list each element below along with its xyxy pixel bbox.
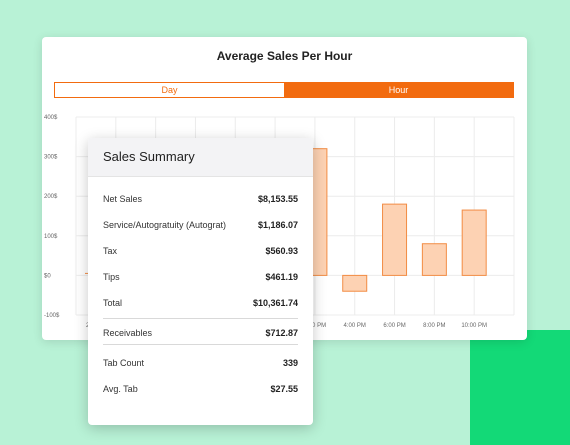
day-hour-toggle: Day Hour <box>54 82 514 98</box>
x-tick-label: 6:00 PM <box>383 323 405 329</box>
x-tick-label: 10:00 PM <box>461 323 487 329</box>
summary-row-value: $461.19 <box>265 272 298 282</box>
decorative-green-block <box>470 330 570 445</box>
summary-row-label: Tab Count <box>103 358 145 368</box>
bar <box>461 209 487 276</box>
summary-row-label: Avg. Tab <box>103 384 138 394</box>
bar <box>382 203 408 276</box>
summary-row-label: Tips <box>103 272 120 282</box>
summary-row: Total $10,361.74 <box>103 298 298 308</box>
summary-divider <box>103 318 298 319</box>
summary-row-label: Net Sales <box>103 194 143 204</box>
toggle-hour-button[interactable]: Hour <box>284 83 513 97</box>
summary-row: Tab Count 339 <box>103 358 298 368</box>
summary-row-label: Receivables <box>103 328 153 338</box>
summary-row: Avg. Tab $27.55 <box>103 384 298 394</box>
summary-row-value: $8,153.55 <box>257 194 298 204</box>
summary-row-label: Tax <box>103 246 118 256</box>
bar <box>342 274 368 292</box>
summary-row-value: $712.87 <box>265 328 298 338</box>
y-tick-label: 400$ <box>44 115 58 121</box>
summary-row-value: 339 <box>282 358 298 368</box>
summary-title: Sales Summary <box>88 138 313 177</box>
y-tick-label: -100$ <box>44 313 60 319</box>
summary-row-value: $10,361.74 <box>252 298 298 308</box>
bar <box>421 243 447 276</box>
summary-row-value: $560.93 <box>265 246 298 256</box>
summary-row-value: $1,186.07 <box>257 220 298 230</box>
summary-divider <box>103 344 298 345</box>
summary-row-value: $27.55 <box>270 384 298 394</box>
x-tick-label: 4:00 PM <box>344 323 366 329</box>
summary-row: Tips $461.19 <box>103 272 298 282</box>
toggle-day-button[interactable]: Day <box>55 83 284 97</box>
y-tick-label: $0 <box>44 273 51 279</box>
summary-row-label: Service/Autogratuity (Autograt) <box>103 220 227 230</box>
summary-row: Tax $560.93 <box>103 246 298 256</box>
y-tick-label: 300$ <box>44 155 58 161</box>
sales-summary-panel: Sales Summary Net Sales $8,153.55 Service/… <box>88 138 313 425</box>
y-tick-label: 100$ <box>44 234 58 240</box>
summary-row: Net Sales $8,153.55 <box>103 194 298 204</box>
summary-row-label: Total <box>103 298 123 308</box>
summary-row: Receivables $712.87 <box>103 328 298 338</box>
y-tick-label: 200$ <box>44 194 58 200</box>
x-tick-label: 2:00 PM <box>304 323 326 329</box>
card-title: Average Sales Per Hour <box>216 49 353 63</box>
x-tick-label: 8:00 PM <box>423 323 445 329</box>
summary-row: Service/Autogratuity (Autograt) $1,186.07 <box>103 220 298 230</box>
